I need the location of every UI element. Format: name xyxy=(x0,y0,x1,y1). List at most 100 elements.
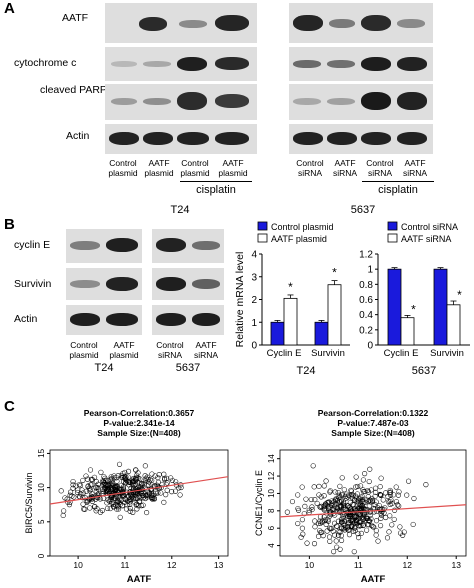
data-point-3-350 xyxy=(373,489,379,495)
data-point-3-330 xyxy=(284,509,290,515)
y-tick-label-0-1: 1 xyxy=(251,318,257,329)
data-point-3-405 xyxy=(330,506,336,512)
data-point-2-290 xyxy=(158,490,164,496)
blot-5637-cleaved-parp xyxy=(289,84,433,120)
data-point-3-267 xyxy=(295,520,301,527)
data-point-3-246 xyxy=(299,484,305,490)
data-point-2-188 xyxy=(151,496,158,502)
data-point-3-316 xyxy=(358,530,364,536)
data-point-2-254 xyxy=(102,483,108,489)
data-point-2-384 xyxy=(108,474,114,480)
data-point-2-233 xyxy=(124,478,130,484)
data-point-3-247 xyxy=(378,475,384,481)
data-point-3-157 xyxy=(396,489,402,495)
cell-line-5637-a: 5637 xyxy=(350,204,376,216)
data-point-2-313 xyxy=(77,482,84,488)
data-point-2-286 xyxy=(123,474,129,480)
data-point-2-380 xyxy=(144,510,150,516)
cisplatin-label-t24: cisplatin xyxy=(196,184,236,196)
trend-line-2 xyxy=(49,476,229,505)
scatter-title-3: Pearson-Correlation:0.1322 xyxy=(318,408,429,418)
data-point-3-163 xyxy=(371,509,377,515)
x-axis-label-1: 5637 xyxy=(412,365,436,377)
data-point-2-377 xyxy=(118,487,124,493)
row-label-cyclin-e: cyclin E xyxy=(14,239,51,251)
data-point-3-328 xyxy=(324,528,330,534)
data-point-3-343 xyxy=(384,535,391,541)
data-point-3-10 xyxy=(311,541,318,547)
data-point-2-255 xyxy=(105,497,111,503)
data-point-3-296 xyxy=(310,463,316,469)
data-point-2-220 xyxy=(60,512,66,519)
data-point-3-285 xyxy=(318,504,324,510)
data-point-3-396 xyxy=(352,493,359,499)
significance-star-0-1: * xyxy=(332,266,337,280)
y-tick-label-2-1: 5 xyxy=(37,519,46,524)
panel-b-letter: B xyxy=(4,216,15,233)
y-tick-label-3-5: 14 xyxy=(267,454,276,463)
data-point-2-245 xyxy=(96,492,102,498)
data-point-3-116 xyxy=(397,524,403,530)
data-point-3-334 xyxy=(324,502,330,508)
data-point-2-312 xyxy=(105,477,111,484)
data-point-3-310 xyxy=(365,507,371,513)
data-point-2-73 xyxy=(115,506,122,512)
scatter-subtitle-2-0: P-value:2.341e-14 xyxy=(103,418,175,428)
data-point-2-357 xyxy=(135,475,141,481)
data-point-2-379 xyxy=(161,499,167,505)
data-point-3-388 xyxy=(346,513,352,519)
significance-star-1-0: * xyxy=(411,302,416,316)
scatter-subtitle-3-1: Sample Size:(N=408) xyxy=(331,428,415,438)
data-point-2-389 xyxy=(164,487,170,493)
scatter-ccne1: Pearson-Correlation:0.1322P-value:7.487e… xyxy=(254,408,467,585)
data-point-3-255 xyxy=(411,495,417,502)
data-point-3-196 xyxy=(357,523,363,529)
data-point-2-335 xyxy=(142,485,148,491)
y-tick-label-3-1: 6 xyxy=(267,525,276,530)
y-tick-label-3-0: 4 xyxy=(267,543,276,548)
cisplatin-bar-5637 xyxy=(362,181,434,182)
data-point-3-318 xyxy=(331,549,337,555)
data-point-2-330 xyxy=(73,483,79,489)
data-point-2-376 xyxy=(113,475,119,481)
cell-line-5637-b: 5637 xyxy=(175,362,201,374)
cell-line-t24-a: T24 xyxy=(170,204,190,216)
data-point-3-404 xyxy=(347,513,353,520)
data-point-2-395 xyxy=(94,506,100,512)
legend-label-0-0: Control plasmid xyxy=(271,222,334,232)
cisplatin-label-5637: cisplatin xyxy=(378,184,418,196)
data-point-2-369 xyxy=(114,487,120,494)
data-point-3-234 xyxy=(332,489,338,495)
y-tick-label-1-3: 0.6 xyxy=(359,295,373,306)
data-point-2-360 xyxy=(142,495,148,502)
data-point-2-82 xyxy=(149,477,155,484)
data-point-3-382 xyxy=(353,514,359,520)
data-point-2-32 xyxy=(178,484,184,491)
data-point-3-398 xyxy=(335,532,342,538)
data-point-2-51 xyxy=(84,476,91,482)
data-point-2-405 xyxy=(89,482,95,488)
data-point-3-171 xyxy=(298,534,304,540)
data-point-2-97 xyxy=(113,502,119,508)
data-point-3-52 xyxy=(312,524,318,530)
data-point-2-361 xyxy=(83,473,89,479)
data-point-2-285 xyxy=(129,479,136,485)
data-point-2-129 xyxy=(80,477,86,483)
data-point-3-204 xyxy=(335,489,341,496)
data-point-3-183 xyxy=(406,478,412,484)
data-point-2-150 xyxy=(155,483,161,489)
data-point-2-383 xyxy=(153,489,159,495)
row-label-actin-a: Actin xyxy=(66,130,90,142)
data-point-3-119 xyxy=(337,546,343,552)
data-point-3-287 xyxy=(373,532,379,538)
data-point-3-367 xyxy=(387,489,394,495)
data-point-3-301 xyxy=(387,492,394,498)
data-point-3-186 xyxy=(315,520,322,526)
scatter-subtitle-3-0: P-value:7.487e-03 xyxy=(337,418,409,428)
y-tick-label-0-4: 4 xyxy=(251,250,257,261)
data-point-3-21 xyxy=(373,485,379,491)
data-point-3-6 xyxy=(386,529,392,535)
data-point-3-331 xyxy=(360,523,366,529)
data-point-2-293 xyxy=(74,489,81,496)
row-label-survivin: Survivin xyxy=(14,278,52,290)
